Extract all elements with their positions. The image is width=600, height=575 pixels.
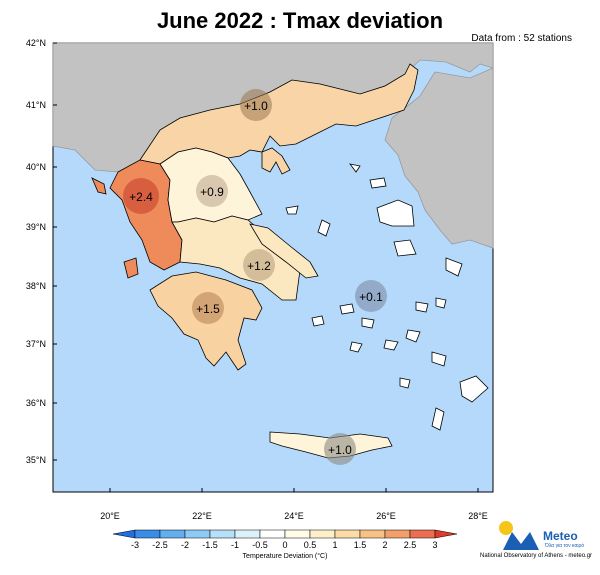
- colorbar-tick: -3: [131, 540, 139, 550]
- colorbar-tick: 3: [432, 540, 437, 550]
- value-epirus: +2.4: [129, 190, 153, 204]
- island-kefalonia: [123, 257, 139, 279]
- latitude-axis: 42°N 41°N 40°N 39°N 38°N 37°N 36°N 35°N: [26, 38, 57, 465]
- colorbar-arrow-high: [434, 529, 458, 539]
- colorbar: [112, 529, 458, 539]
- colorbar-tick: -1: [231, 540, 239, 550]
- region-markers: +1.0 +2.4 +0.9 +1.2 +1.5 +0.1 +1.0: [123, 89, 387, 465]
- lon-ticks: [109, 488, 479, 492]
- lat-label: 36°N: [26, 398, 46, 408]
- marker-peloponnese: [192, 292, 224, 324]
- colorbar-tick: -2: [181, 540, 189, 550]
- region-chalkidiki: [261, 147, 291, 175]
- colorbar-segment: [334, 529, 361, 539]
- colorbar-segment: [259, 529, 286, 539]
- colorbar-segment: [209, 529, 236, 539]
- colorbar-tick: -0.5: [252, 540, 268, 550]
- lat-label: 40°N: [26, 162, 46, 172]
- map-title: June 2022 : Tmax deviation: [156, 8, 444, 33]
- lat-label: 41°N: [26, 100, 46, 110]
- colorbar-arrow-low: [112, 529, 136, 539]
- value-thrace-macedonia: +1.0: [244, 99, 268, 113]
- colorbar-ticks: -3 -2.5 -2 -1.5 -1 -0.5 0 0.5 1 1.5 2 2.…: [131, 540, 438, 550]
- region-central-greece: [171, 215, 301, 301]
- marker-epirus: [123, 178, 159, 214]
- lon-label: 20°E: [100, 511, 120, 521]
- colorbar-segment: [384, 529, 411, 539]
- value-crete: +1.0: [328, 443, 352, 457]
- lat-label: 35°N: [26, 455, 46, 465]
- marker-central-greece: [243, 249, 275, 281]
- lon-label: 26°E: [376, 511, 396, 521]
- colorbar-label: Temperature Deviation (°C): [243, 552, 328, 560]
- credit-text: National Observatory of Athens - meteo.g…: [480, 553, 593, 559]
- colorbar-tick: 0: [282, 540, 287, 550]
- lat-label: 37°N: [26, 339, 46, 349]
- colorbar-tick: 1.5: [354, 540, 367, 550]
- colorbar-tick: 2.5: [404, 540, 417, 550]
- marker-aegean-islands: [355, 280, 387, 312]
- colorbar-tick: -1.5: [202, 540, 218, 550]
- marker-thrace-macedonia: [240, 89, 272, 121]
- longitude-axis: 20°E 22°E 24°E 26°E 28°E: [100, 488, 488, 521]
- marker-crete: [324, 433, 356, 465]
- colorbar-segment: [409, 529, 436, 539]
- lon-label: 22°E: [192, 511, 212, 521]
- colorbar-segment: [284, 529, 311, 539]
- aegean-islands: [285, 163, 489, 431]
- colorbar-tick: 2: [382, 540, 387, 550]
- colorbar-tick: 1: [332, 540, 337, 550]
- value-peloponnese: +1.5: [196, 302, 220, 316]
- marker-thessaly: [196, 175, 228, 207]
- colorbar-segment: [359, 529, 386, 539]
- colorbar-tick: 0.5: [304, 540, 317, 550]
- island-corfu: [91, 177, 107, 195]
- logo-tagline: Όλα για τον καιρό: [545, 543, 585, 549]
- colorbar-segment: [159, 529, 186, 539]
- logo-name: Meteo: [543, 529, 578, 543]
- data-source-note: Data from : 52 stations: [471, 33, 572, 44]
- colorbar-segment: [309, 529, 336, 539]
- lat-label: 42°N: [26, 38, 46, 48]
- lon-label: 24°E: [284, 511, 304, 521]
- value-central-greece: +1.2: [247, 259, 271, 273]
- colorbar-segment: [134, 529, 161, 539]
- meteo-logo-icon: [499, 521, 539, 550]
- value-aegean-islands: +0.1: [359, 290, 383, 304]
- colorbar-segment: [184, 529, 211, 539]
- colorbar-segment: [234, 529, 261, 539]
- island-evia: [249, 223, 319, 279]
- lat-ticks: [53, 42, 57, 461]
- lat-label: 38°N: [26, 281, 46, 291]
- colorbar-tick: -2.5: [152, 540, 168, 550]
- lat-label: 39°N: [26, 222, 46, 232]
- value-thessaly: +0.9: [200, 185, 224, 199]
- lon-label: 28°E: [468, 511, 488, 521]
